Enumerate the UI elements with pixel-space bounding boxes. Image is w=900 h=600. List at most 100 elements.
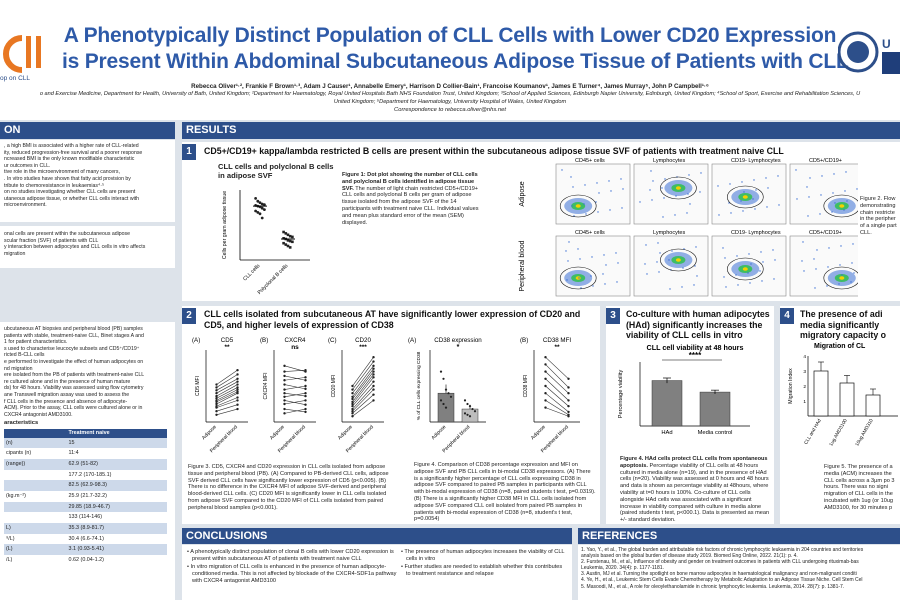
fig1-point [260, 202, 264, 206]
migration-y-tick: 2 [803, 384, 806, 390]
fig1-point [288, 234, 292, 238]
fig3c-point [351, 392, 354, 395]
fig3a-significance: ** [224, 344, 230, 351]
flow-event [696, 275, 698, 277]
fig1-point [258, 212, 262, 216]
fig3c-pair-line [352, 385, 374, 410]
fig3c-point [351, 384, 354, 388]
fig3b-point [283, 364, 286, 368]
intro-line: tive role in the microenvironment of man… [4, 169, 120, 176]
fig1-point [284, 232, 288, 235]
flow-density [575, 276, 581, 280]
migration-title: Migration of CL [814, 343, 866, 350]
fig3c-point [351, 407, 354, 411]
table-cell-label [4, 501, 67, 513]
flow-event [645, 244, 647, 246]
fig3b-point [283, 388, 286, 391]
flow-event [755, 189, 757, 191]
methods-line: patients with stable, treatment-naive CL… [4, 332, 144, 339]
methods-line: e performed to investigate the effect of… [4, 358, 144, 365]
viability-caption: Figure 4. HAd cells protect CLL cells fr… [620, 456, 770, 524]
table-header-value: Treatment naive [66, 428, 167, 438]
fig3a-point [236, 390, 239, 393]
fig3b-point [304, 410, 307, 414]
fig4b-point [567, 392, 570, 395]
flow-event [718, 214, 720, 216]
flow-event [850, 281, 852, 283]
table-cell-value: 15 [66, 437, 167, 449]
panel-4-heading: The presence of adi media significantly … [800, 309, 887, 340]
flow-event [664, 178, 666, 180]
fig1-point [288, 239, 292, 243]
flow-plot-title: CD5+/CD19+ [809, 230, 842, 236]
university-crest-icon: U [838, 31, 900, 74]
flow-event [808, 196, 810, 198]
fig3b-pair-line [284, 400, 306, 405]
flow-event [663, 197, 665, 199]
fig3c-point [372, 380, 375, 383]
conclusion-item: • A phenotypically distinct population o… [187, 549, 394, 562]
table-row: 29.85 (18.9-46.7) [4, 501, 167, 513]
table-cell-label: cipants (n) [4, 448, 67, 459]
flow-event [592, 285, 594, 287]
flow-event [662, 216, 664, 218]
flow-event [760, 251, 762, 253]
fig3b-point [304, 403, 307, 406]
flow-event [840, 245, 842, 247]
fig2-caption: Figure 2. Flow demonstrating chain restr… [860, 196, 897, 236]
fig3b-point [283, 383, 286, 386]
fig1-x-tick-label: Polyclonal B cells [257, 263, 290, 296]
migration-y-tick: 3 [803, 369, 806, 375]
flow-event [572, 186, 574, 188]
poster-title-line-1: A Phenotypically Distinct Population of … [63, 24, 837, 47]
flow-event [658, 271, 660, 273]
fig3a-point [215, 386, 218, 389]
flow-event [694, 265, 696, 267]
fig4b-pair-line [545, 407, 569, 417]
fig3-caption: Figure 3. CD5, CXCR4 and CD20 expression… [188, 464, 389, 511]
flow-event [566, 279, 568, 281]
flow-event [573, 215, 575, 217]
flow-event [695, 246, 697, 248]
flow-event [819, 213, 821, 215]
flow-event [813, 258, 815, 260]
fig3a-pair-line [216, 369, 238, 385]
flow-event [671, 250, 673, 252]
flow-event [686, 212, 688, 214]
flow-event [846, 200, 848, 202]
table-row: 177.2 (170-185.1) [4, 469, 167, 481]
viability-y-label: Percentage viability [618, 370, 624, 419]
flow-event [596, 182, 598, 184]
fig3a-panel-label: (A) [192, 337, 200, 344]
fig1-point [282, 241, 285, 245]
fig4a-point [442, 377, 445, 380]
conclusion-item: • Further studies are needed to establis… [401, 564, 563, 578]
methods-line: ds) for 48 hours. Viability was assessed… [4, 385, 144, 392]
fig1-point [291, 235, 294, 239]
fig3a-point [236, 373, 239, 376]
flow-event [578, 277, 580, 279]
fig3b-pair-line [284, 385, 306, 390]
conclusions-body: • A phenotypically distinct population o… [182, 545, 572, 600]
fig3a-point [236, 386, 239, 389]
flow-plot-title: CD19- Lymphocytes [731, 230, 781, 236]
flow-event [761, 280, 763, 282]
flow-event [814, 287, 816, 289]
flow-event [778, 204, 780, 206]
flow-row-label: Adipose [519, 181, 526, 206]
flow-event [853, 272, 855, 274]
result-panel-3: 3 Co-culture with human adipocytes (HAd)… [606, 306, 774, 524]
table-cell-value: 30.4 (6.6-74.1) [66, 533, 167, 545]
fig3b-point [304, 370, 307, 373]
fig1-point [260, 206, 264, 210]
table-cell-value: 82.5 (62.9-98.3) [66, 480, 167, 491]
affiliations-line-2: United Kingdom; ⁵Department for Haematol… [333, 99, 567, 105]
fig3a-title: CD5 [221, 337, 234, 344]
flow-event [816, 249, 818, 251]
poster-header: op on CLL A Phenotypically Distinct Popu… [0, 0, 900, 118]
fig4a-x-tick-label: Adipose [430, 424, 447, 441]
fig3c-panel-label: (C) [328, 337, 337, 344]
fig4a-point [449, 395, 453, 398]
flow-gate [660, 176, 697, 200]
flow-event [659, 252, 661, 254]
